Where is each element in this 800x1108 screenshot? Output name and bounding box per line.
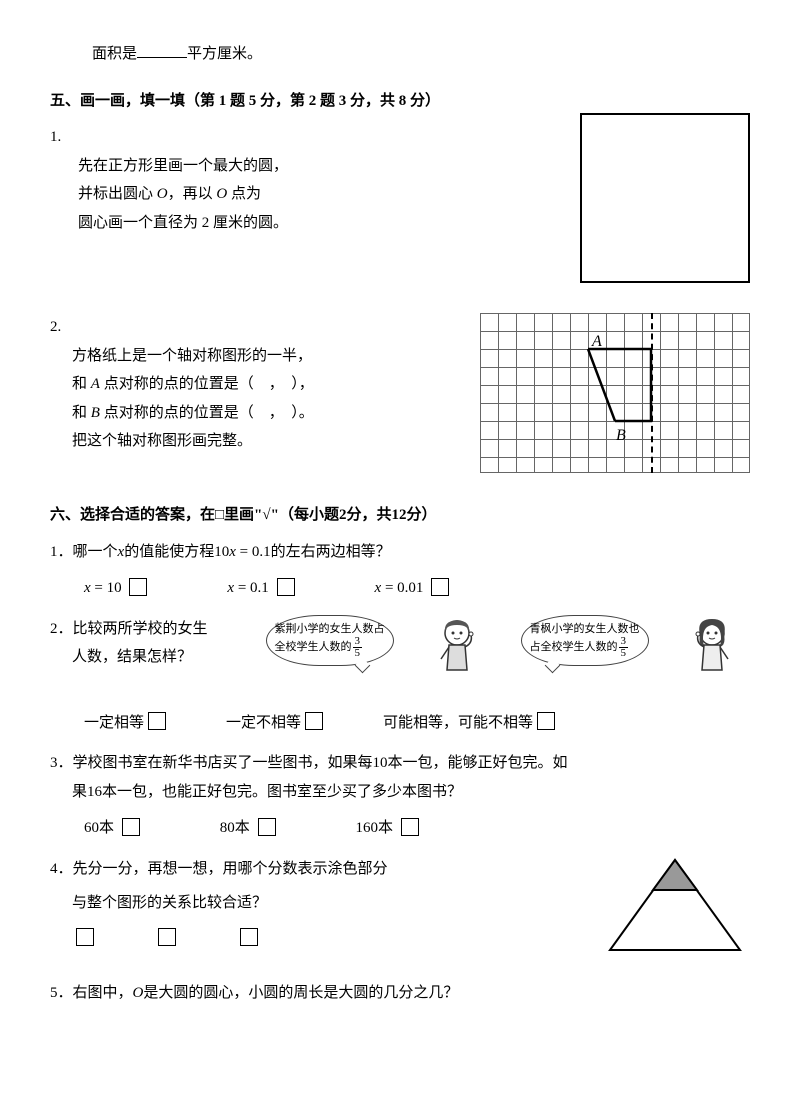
q6-1-opt1: x = 10 <box>84 574 147 603</box>
q6-3-check3[interactable] <box>401 818 419 836</box>
q6-4-num: 4． <box>50 861 73 877</box>
q6-2-opt1: 一定相等 <box>84 709 166 738</box>
q6-1-opt3: x = 0.01 <box>375 574 450 603</box>
frac-2: 35 <box>619 636 629 659</box>
q5-1: 1. 先在正方形里画一个最大的圆， 并标出圆心 O，再以 O 点为 圆心画一个直… <box>50 123 750 283</box>
q6-1-options: x = 10 x = 0.1 x = 0.01 <box>50 574 750 603</box>
section6-title: 六、选择合适的答案，在□里画"√"（每小题2分，共12分） <box>50 501 750 530</box>
q6-2-opt2: 一定不相等 <box>226 709 323 738</box>
q5-2-l1: 方格纸上是一个轴对称图形的一半， <box>72 342 470 371</box>
q6-2-check1[interactable] <box>148 712 166 730</box>
q6-4-check3[interactable] <box>240 928 258 946</box>
label-B: B <box>616 421 626 451</box>
q6-2-check2[interactable] <box>305 712 323 730</box>
q6-2-l2: 人数，结果怎样？ <box>72 649 192 665</box>
section5-title: 五、画一画，填一填（第 1 题 5 分，第 2 题 3 分，共 8 分） <box>50 87 750 116</box>
bubble-right: 青枫小学的女生人数也 占全校学生人数的35 <box>521 615 649 666</box>
grid-figure: A B <box>480 313 750 473</box>
q6-4: 4．先分一分，再想一想，用哪个分数表示涂色部分 与整个图形的关系比较合适？ <box>50 855 750 966</box>
q5-2: 2. 方格纸上是一个轴对称图形的一半， 和 A 点对称的点的位置是（ ， ）， … <box>50 313 750 473</box>
q6-1-text: 哪一个x的值能使方程10x = 0.1的左右两边相等？ <box>73 544 391 560</box>
q6-1-num: 1． <box>50 544 73 560</box>
q6-3: 3．学校图书室在新华书店买了一些图书，如果每10本一包，能够正好包完。如 果16… <box>50 749 750 806</box>
q6-2-options: 一定相等 一定不相等 可能相等，可能不相等 <box>50 709 750 738</box>
area-prefix: 面积是 <box>92 46 137 62</box>
point-O-2: O <box>216 186 227 202</box>
frac-1: 35 <box>353 636 363 659</box>
label-A: A <box>592 327 602 357</box>
q6-4-check2[interactable] <box>158 928 176 946</box>
q6-2-opt3: 可能相等，可能不相等 <box>383 709 555 738</box>
triangle-figure <box>600 855 750 955</box>
q6-3-options: 60本 80本 160本 <box>50 814 750 843</box>
area-suffix: 平方厘米。 <box>187 46 262 62</box>
q5-1-l1: 先在正方形里画一个最大的圆， <box>78 152 560 181</box>
q6-3-check2[interactable] <box>258 818 276 836</box>
q6-1-check3[interactable] <box>431 578 449 596</box>
q6-1: 1．哪一个x的值能使方程10x = 0.1的左右两边相等？ <box>50 538 750 567</box>
q6-3-opt1: 60本 <box>84 814 140 843</box>
q6-3-l1: 学校图书室在新华书店买了一些图书，如果每10本一包，能够正好包完。如 <box>73 755 568 771</box>
point-O-q5: O <box>133 985 144 1001</box>
square-figure <box>580 113 750 283</box>
q6-4-l2: 与整个图形的关系比较合适？ <box>72 895 267 911</box>
bubble-left: 紫荆小学的女生人数占 全校学生人数的35 <box>266 615 394 666</box>
q6-1-check2[interactable] <box>277 578 295 596</box>
q6-4-l1: 先分一分，再想一想，用哪个分数表示涂色部分 <box>73 861 388 877</box>
q6-2-num: 2． <box>50 621 73 637</box>
girl-right-icon <box>690 615 735 685</box>
q5-2-l4: 把这个轴对称图形画完整。 <box>72 427 470 456</box>
girl-left-icon <box>435 615 480 685</box>
q5-2-l2: 和 A 点对称的点的位置是（ ， ）， <box>72 370 470 399</box>
q5-2-l3: 和 B 点对称的点的位置是（ ， ）。 <box>72 399 470 428</box>
grid-shape <box>480 313 750 473</box>
q6-3-num: 3． <box>50 755 73 771</box>
area-blank[interactable] <box>137 43 187 58</box>
q6-5-text: 右图中，O是大圆的圆心，小圆的周长是大圆的几分之几？ <box>73 985 459 1001</box>
prev-question-tail: 面积是 平方厘米。 <box>50 40 750 69</box>
q6-2: 2．比较两所学校的女生 人数，结果怎样？ 紫荆小学的女生人数占 全校学生人数的3… <box>50 615 750 685</box>
q5-2-num: 2. <box>50 313 61 342</box>
q5-1-l3: 圆心画一个直径为 2 厘米的圆。 <box>78 209 560 238</box>
q6-1-check1[interactable] <box>129 578 147 596</box>
q6-3-opt2: 80本 <box>220 814 276 843</box>
point-O: O <box>157 186 168 202</box>
q6-1-opt2: x = 0.1 <box>227 574 294 603</box>
q6-3-l2: 果16本一包，也能正好包完。图书室至少买了多少本图书？ <box>72 784 462 800</box>
q6-2-l1: 比较两所学校的女生 <box>73 621 208 637</box>
q5-1-l2: 并标出圆心 O，再以 O 点为 <box>78 180 560 209</box>
q6-2-check3[interactable] <box>537 712 555 730</box>
q6-4-check1[interactable] <box>76 928 94 946</box>
point-B: B <box>91 405 100 421</box>
q6-5-num: 5． <box>50 985 73 1001</box>
q6-5: 5．右图中，O是大圆的圆心，小圆的周长是大圆的几分之几？ <box>50 979 750 1008</box>
q5-1-num: 1. <box>50 123 61 152</box>
point-A: A <box>91 376 100 392</box>
q6-3-check1[interactable] <box>122 818 140 836</box>
q6-3-opt3: 160本 <box>356 814 419 843</box>
